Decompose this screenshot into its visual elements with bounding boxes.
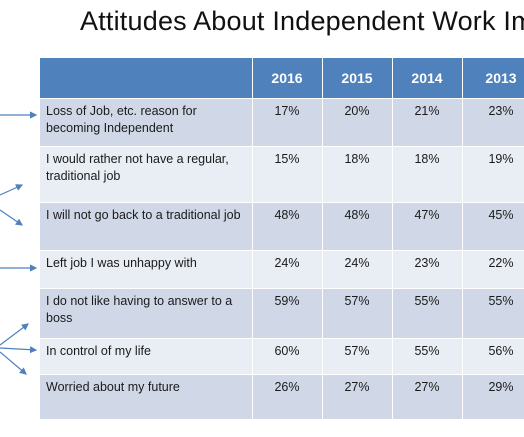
value-cell: 23% (392, 250, 463, 289)
value-cell: 22% (462, 250, 524, 289)
value-cell: 19% (462, 146, 524, 203)
value-cell: 15% (252, 146, 323, 203)
value-cell: 47% (392, 202, 463, 251)
value-cell: 18% (322, 146, 393, 203)
header-cell (40, 58, 253, 99)
row-label: Worried about my future (40, 374, 253, 419)
value-cell: 59% (252, 288, 323, 339)
header-cell-2016: 2016 (252, 58, 323, 99)
value-cell: 48% (252, 202, 323, 251)
value-cell: 26% (252, 374, 323, 419)
arrow-2 (0, 184, 24, 196)
table-row: I will not go back to a traditional job … (40, 202, 524, 251)
value-cell: 56% (462, 338, 524, 375)
table-row: Left job I was unhappy with 24% 24% 23% … (40, 250, 524, 289)
header-cell-2013: 2013 (462, 58, 524, 99)
row-label: I will not go back to a traditional job (40, 202, 253, 251)
value-cell: 55% (392, 338, 463, 375)
row-label: In control of my life (40, 338, 253, 375)
value-cell: 20% (322, 98, 393, 147)
value-cell: 27% (392, 374, 463, 419)
value-cell: 55% (462, 288, 524, 339)
arrow-3 (0, 209, 23, 226)
table-row: Loss of Job, etc. reason for becoming In… (40, 98, 524, 147)
slide-title: Attitudes About Independent Work Imp (80, 6, 524, 36)
value-cell: 24% (252, 250, 323, 289)
value-cell: 27% (322, 374, 393, 419)
header-cell-2014: 2014 (392, 58, 463, 99)
value-cell: 57% (322, 288, 393, 339)
attitudes-table: 2016 2015 2014 2013 Loss of Job, etc. re… (40, 58, 524, 419)
value-cell: 18% (392, 146, 463, 203)
table-header-row: 2016 2015 2014 2013 (40, 58, 524, 99)
arrow-6 (0, 346, 38, 354)
connector-arrows (0, 111, 38, 375)
header-cell-2015: 2015 (322, 58, 393, 99)
value-cell: 17% (252, 98, 323, 147)
value-cell: 57% (322, 338, 393, 375)
arrow-5 (0, 323, 29, 346)
table-row: Worried about my future 26% 27% 27% 29% (40, 374, 524, 419)
value-cell: 45% (462, 202, 524, 251)
table-row: In control of my life 60% 57% 55% 56% (40, 338, 524, 375)
row-label: Loss of Job, etc. reason for becoming In… (40, 98, 253, 147)
table-row: I would rather not have a regular, tradi… (40, 146, 524, 203)
value-cell: 21% (392, 98, 463, 147)
value-cell: 60% (252, 338, 323, 375)
value-cell: 55% (392, 288, 463, 339)
value-cell: 24% (322, 250, 393, 289)
row-label: Left job I was unhappy with (40, 250, 253, 289)
value-cell: 23% (462, 98, 524, 147)
value-cell: 29% (462, 374, 524, 419)
row-label: I do not like having to answer to a boss (40, 288, 253, 339)
value-cell: 48% (322, 202, 393, 251)
row-label: I would rather not have a regular, tradi… (40, 146, 253, 203)
arrow-7 (0, 351, 27, 375)
table-row: I do not like having to answer to a boss… (40, 288, 524, 339)
